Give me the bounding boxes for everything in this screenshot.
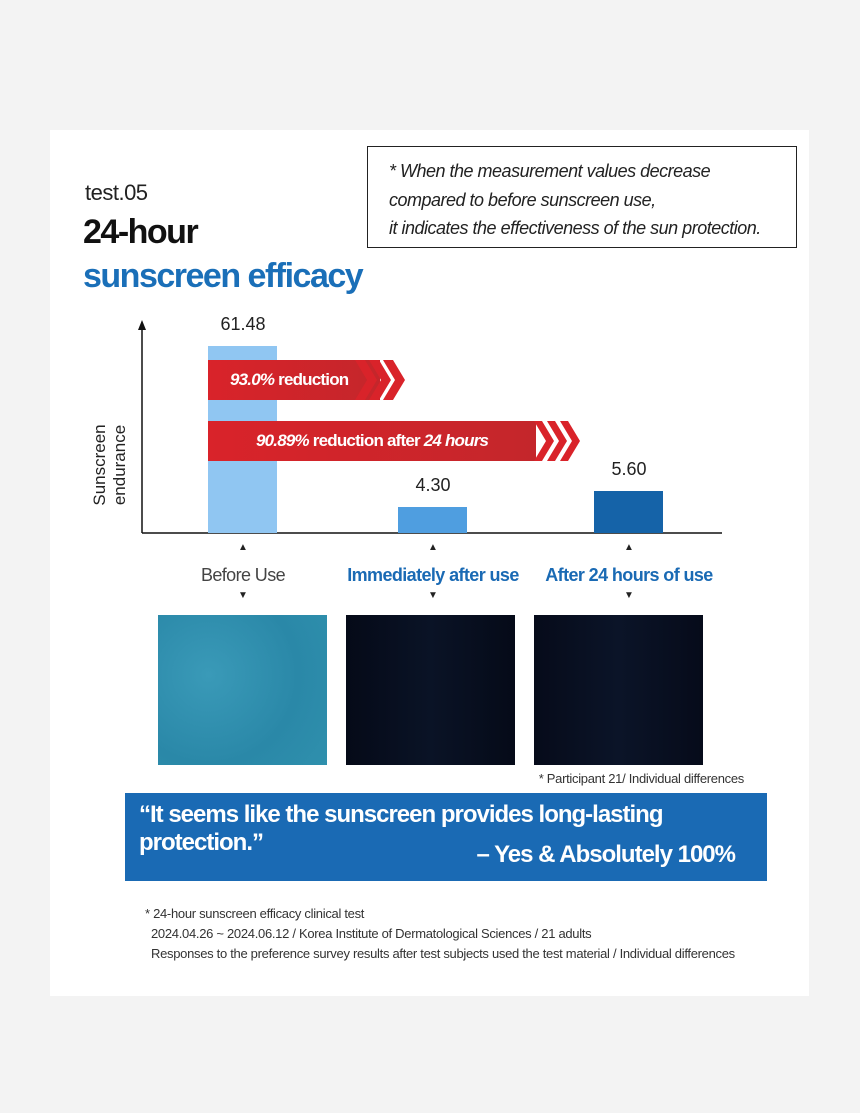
bar <box>398 507 467 533</box>
quote-banner: “It seems like the sunscreen provides lo… <box>125 793 767 881</box>
chevrons-icon <box>534 421 580 461</box>
annotation-text: reduction <box>274 370 349 389</box>
footnote-line: 2024.04.26 ~ 2024.06.12 / Korea Institut… <box>151 926 592 941</box>
note-line: it indicates the effectiveness of the su… <box>389 218 761 238</box>
title-line2: sunscreen efficacy <box>83 257 364 295</box>
quote-text: “It seems like the sunscreen provides lo… <box>139 801 664 856</box>
quote-answer: – Yes & Absolutely 100% <box>476 841 736 868</box>
category-label: Before Use <box>200 565 286 585</box>
down-triangle-icon: ▼ <box>428 590 438 601</box>
after-24h-skin-image <box>534 615 703 765</box>
footnote-line: * 24-hour sunscreen efficacy clinical te… <box>145 906 365 921</box>
up-triangle-icon: ▲ <box>624 542 634 553</box>
up-triangle-icon: ▲ <box>428 542 438 553</box>
content-card: * When the measurement values decrease c… <box>50 130 809 996</box>
note-line: * When the measurement values decrease <box>389 161 711 181</box>
down-triangle-icon: ▼ <box>238 590 248 601</box>
annotation-suffix: 24 hours <box>423 431 489 450</box>
measurement-note: * When the measurement values decrease c… <box>367 146 797 248</box>
title-line1: 24-hour <box>83 213 199 251</box>
reduction-arrow-1: 93.0% reduction <box>208 360 380 400</box>
reduction-arrow-2: 90.89% reduction after 24 hours <box>208 421 536 461</box>
footnote-line: Responses to the preference survey resul… <box>151 946 735 961</box>
footnote: * 24-hour sunscreen efficacy clinical te… <box>145 904 735 964</box>
immediately-after-skin-image <box>346 615 515 765</box>
bar <box>594 491 663 533</box>
note-line: compared to before sunscreen use, <box>389 189 656 210</box>
test-number: test.05 <box>85 180 148 205</box>
annotation-text: reduction after <box>308 431 424 450</box>
value-label: 61.48 <box>220 314 266 335</box>
category-label: Immediately after use <box>347 565 519 585</box>
down-triangle-icon: ▼ <box>624 590 634 601</box>
annotation-pct: 90.89% <box>256 431 310 450</box>
image-note: * Participant 21/ Individual differences <box>538 771 745 786</box>
chart-axes <box>138 320 722 534</box>
chevrons-icon <box>355 360 405 400</box>
value-label: 4.30 <box>415 475 451 496</box>
value-label: 5.60 <box>611 459 647 480</box>
annotation-pct: 93.0% <box>230 370 275 389</box>
y-axis-arrow-icon <box>138 320 146 330</box>
up-triangle-icon: ▲ <box>238 542 248 553</box>
category-label: After 24 hours of use <box>545 565 713 585</box>
before-use-skin-image <box>158 615 327 765</box>
